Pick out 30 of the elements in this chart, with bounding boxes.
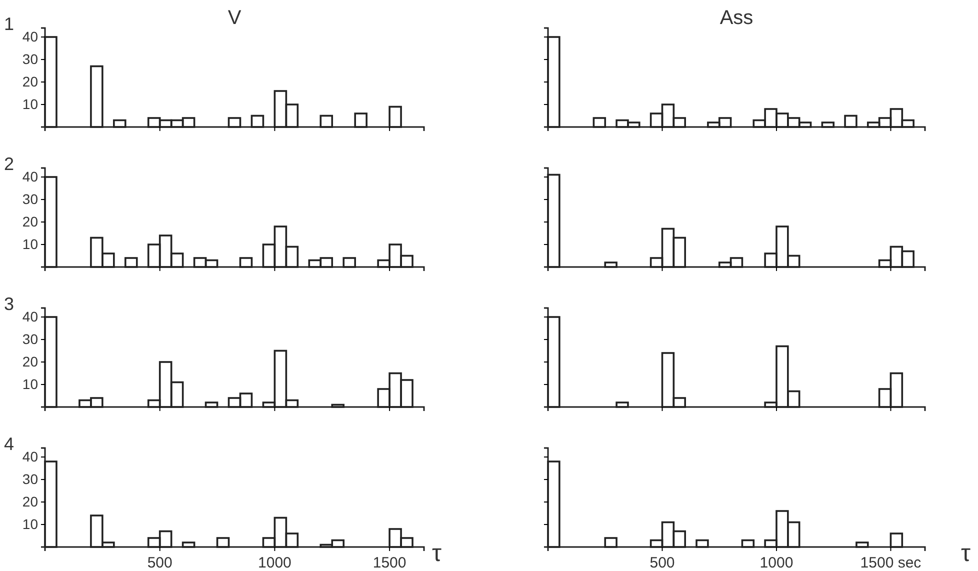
x-tick-label: 1000 xyxy=(258,554,292,571)
y-tick-label: 40 xyxy=(22,448,38,464)
y-tick-label: 20 xyxy=(22,213,38,230)
text: 1 xyxy=(4,14,14,34)
y-tick-label: 40 xyxy=(22,28,38,44)
y-tick-label: 10 xyxy=(22,516,38,532)
y-tick-label: 40 xyxy=(22,168,38,184)
x-tick-label: 1500 sec xyxy=(860,554,922,571)
text: 4 xyxy=(4,434,14,454)
y-tick-label: 30 xyxy=(22,50,38,67)
y-tick-label: 10 xyxy=(22,236,38,252)
x-axis-title: τ xyxy=(432,540,442,567)
y-tick-label: 30 xyxy=(22,330,38,347)
x-axis-title: τ xyxy=(961,540,971,567)
y-tick-label: 30 xyxy=(22,190,38,207)
x-tick-label: 1500 xyxy=(372,554,406,571)
y-tick-label: 10 xyxy=(22,376,38,392)
y-tick-label: 30 xyxy=(22,470,38,487)
x-tick-label: 1000 xyxy=(760,554,794,571)
y-tick-label: 10 xyxy=(22,96,38,112)
text: 3 xyxy=(4,294,14,314)
y-tick-label: 20 xyxy=(22,493,38,510)
text: 2 xyxy=(4,154,14,174)
chart-title: Ass xyxy=(720,7,754,29)
y-tick-label: 20 xyxy=(22,73,38,90)
x-tick-label: 500 xyxy=(147,554,172,571)
y-tick-label: 40 xyxy=(22,308,38,324)
x-tick-label: 500 xyxy=(650,554,675,571)
chart-title: V xyxy=(228,7,242,29)
y-tick-label: 20 xyxy=(22,353,38,370)
